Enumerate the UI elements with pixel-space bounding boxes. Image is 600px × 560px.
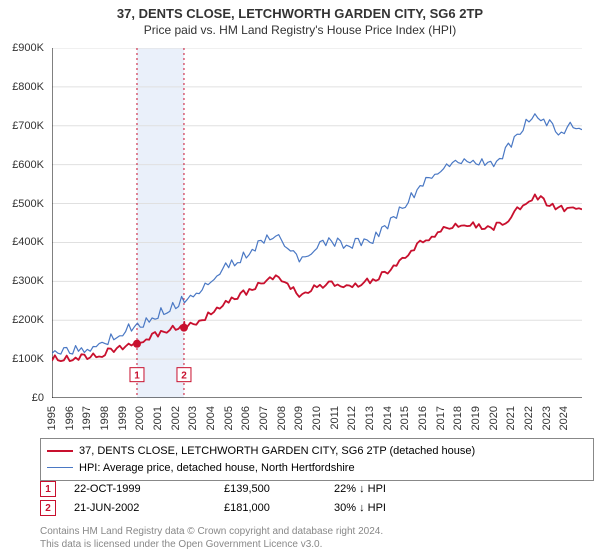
y-axis: £0£100K£200K£300K£400K£500K£600K£700K£80… [0,48,48,398]
sale-pct: 22% ↓ HPI [334,480,434,499]
footer: Contains HM Land Registry data © Crown c… [40,525,383,551]
y-tick-label: £500K [12,198,44,210]
legend-row: HPI: Average price, detached house, Nort… [47,460,587,477]
sale-row: 2 21-JUN-2002£181,00030% ↓ HPI [40,499,580,518]
legend-label: HPI: Average price, detached house, Nort… [79,460,355,477]
x-tick-label: 1998 [99,406,111,430]
x-tick-label: 2002 [170,406,182,430]
x-axis: 1995199619971998199920002001200220032004… [52,400,582,436]
sale-marker: 2 [40,500,56,516]
x-tick-label: 2007 [258,406,270,430]
x-tick-label: 2019 [470,406,482,430]
y-tick-label: £900K [12,42,44,54]
y-tick-label: £700K [12,120,44,132]
x-tick-label: 2013 [364,406,376,430]
sale-pct: 30% ↓ HPI [334,499,434,518]
x-tick-label: 2010 [311,406,323,430]
x-tick-label: 2001 [152,406,164,430]
x-tick-label: 2018 [452,406,464,430]
legend-swatch [47,467,73,468]
x-tick-label: 1997 [81,406,93,430]
svg-text:1: 1 [134,371,140,382]
sale-marker: 1 [40,481,56,497]
chart-svg: 12 [52,48,582,398]
sale-price: £181,000 [224,499,334,518]
svg-text:2: 2 [181,371,187,382]
sale-row: 1 22-OCT-1999£139,50022% ↓ HPI [40,480,580,499]
x-tick-label: 2008 [276,406,288,430]
footer-line1: Contains HM Land Registry data © Crown c… [40,525,383,538]
y-tick-label: £0 [32,392,44,404]
x-tick-label: 2003 [187,406,199,430]
x-tick-label: 2024 [558,406,570,430]
legend-row: 37, DENTS CLOSE, LETCHWORTH GARDEN CITY,… [47,443,587,460]
x-tick-label: 2011 [329,406,341,430]
y-tick-label: £300K [12,275,44,287]
x-tick-label: 2009 [293,406,305,430]
x-tick-label: 2006 [240,406,252,430]
x-tick-label: 2022 [523,406,535,430]
x-tick-label: 1996 [64,406,76,430]
x-tick-label: 2015 [399,406,411,430]
x-tick-label: 1999 [117,406,129,430]
x-tick-label: 2000 [134,406,146,430]
x-tick-label: 2012 [346,406,358,430]
x-tick-label: 2005 [223,406,235,430]
x-tick-label: 2020 [488,406,500,430]
x-tick-label: 1995 [46,406,58,430]
legend-swatch [47,450,73,452]
page-subtitle: Price paid vs. HM Land Registry's House … [0,21,600,41]
sale-date: 22-OCT-1999 [74,480,224,499]
x-tick-label: 2023 [541,406,553,430]
y-tick-label: £200K [12,314,44,326]
sale-date: 21-JUN-2002 [74,499,224,518]
x-tick-label: 2021 [505,406,517,430]
chart-container: 37, DENTS CLOSE, LETCHWORTH GARDEN CITY,… [0,0,600,560]
legend: 37, DENTS CLOSE, LETCHWORTH GARDEN CITY,… [40,438,594,481]
x-tick-label: 2016 [417,406,429,430]
x-tick-label: 2004 [205,406,217,430]
y-tick-label: £400K [12,236,44,248]
x-tick-label: 2017 [435,406,447,430]
page-title: 37, DENTS CLOSE, LETCHWORTH GARDEN CITY,… [0,0,600,21]
y-tick-label: £800K [12,81,44,93]
sale-price: £139,500 [224,480,334,499]
x-tick-label: 2014 [382,406,394,430]
legend-label: 37, DENTS CLOSE, LETCHWORTH GARDEN CITY,… [79,443,475,460]
footer-line2: This data is licensed under the Open Gov… [40,538,383,551]
y-tick-label: £100K [12,353,44,365]
y-tick-label: £600K [12,159,44,171]
chart-area: 12 [52,48,582,398]
sales-table: 1 22-OCT-1999£139,50022% ↓ HPI 2 21-JUN-200… [40,480,580,517]
